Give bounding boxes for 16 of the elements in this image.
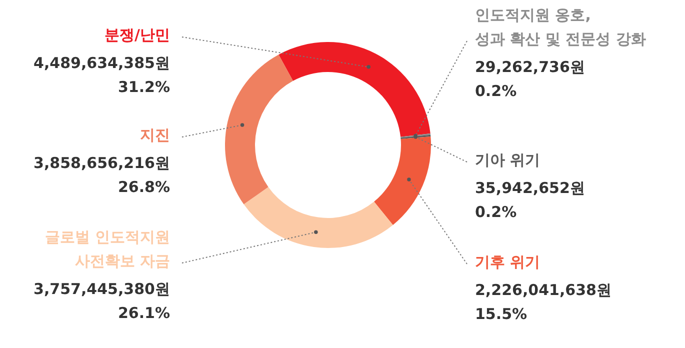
data-label: 3,757,445,380원 26.1% — [34, 280, 170, 322]
data-label: 3,858,656,216원 26.8% — [34, 154, 170, 196]
slice-label: 지진 — [140, 126, 170, 144]
donut-slice — [278, 42, 430, 137]
data-label: 4,489,634,385원 31.2% — [34, 54, 170, 96]
donut-slice — [244, 187, 393, 248]
slice-label: 인도적지원 옹호, 성과 확산 및 전문성 강화 — [475, 6, 646, 48]
donut-slice — [374, 136, 431, 225]
data-label: 35,942,652원 0.2% — [475, 179, 585, 221]
slice-label: 분쟁/난민 — [104, 26, 170, 44]
data-label: 2,226,041,638원 15.5% — [475, 281, 612, 323]
data-label: 29,262,736원 0.2% — [475, 58, 585, 100]
donut-slice — [225, 54, 293, 204]
slice-label: 기아 위기 — [475, 151, 540, 169]
slice-label: 글로벌 인도적지원 사전확보 자금 — [44, 228, 170, 270]
slice-label: 기후 위기 — [475, 253, 540, 271]
